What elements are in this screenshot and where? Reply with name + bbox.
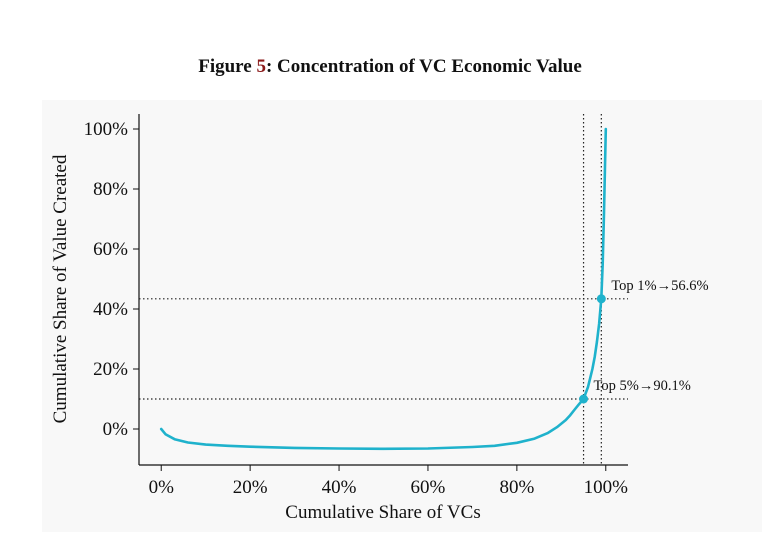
annotation-label: Top 5%→90.1% (594, 378, 691, 394)
y-tick-label: 60% (93, 239, 128, 260)
annotation-label: Top 1%→56.6% (611, 278, 708, 294)
figure-title: Figure 5: Concentration of VC Economic V… (0, 56, 780, 78)
x-tick-label: 60% (411, 477, 446, 498)
y-tick-label: 0% (103, 419, 129, 440)
figure-label: Figure (198, 56, 252, 77)
lorenz-curve (159, 127, 608, 451)
x-tick-label: 20% (233, 477, 268, 498)
y-tick-label: 80% (93, 179, 128, 200)
figure-number: 5 (256, 56, 266, 77)
figure-title-text: Concentration of VC Economic Value (277, 56, 582, 77)
annotation-marker (596, 294, 606, 304)
series-layer (159, 127, 608, 451)
x-tick-label: 40% (322, 477, 357, 498)
reference-lines (139, 114, 628, 465)
x-axis-label: Cumulative Share of VCs (285, 502, 480, 523)
figure-separator: : (265, 56, 273, 77)
annotation-marker (579, 394, 589, 404)
plot-background (42, 100, 762, 532)
x-tick-label: 100% (584, 477, 629, 498)
x-tick-label: 80% (499, 477, 534, 498)
annotations: Top 1%→56.6% Top 5%→90.1% (579, 278, 709, 404)
axes: 0% 20% 40% 60% 80% 100% 0% 20% 40% 60% 80% 100% (84, 114, 628, 498)
y-axis-label: Cumulative Share of Value Created (50, 154, 71, 423)
y-tick-label: 40% (93, 299, 128, 320)
y-tick-label: 100% (84, 119, 129, 140)
x-tick-label: 0% (149, 477, 175, 498)
y-tick-label: 20% (93, 359, 128, 380)
